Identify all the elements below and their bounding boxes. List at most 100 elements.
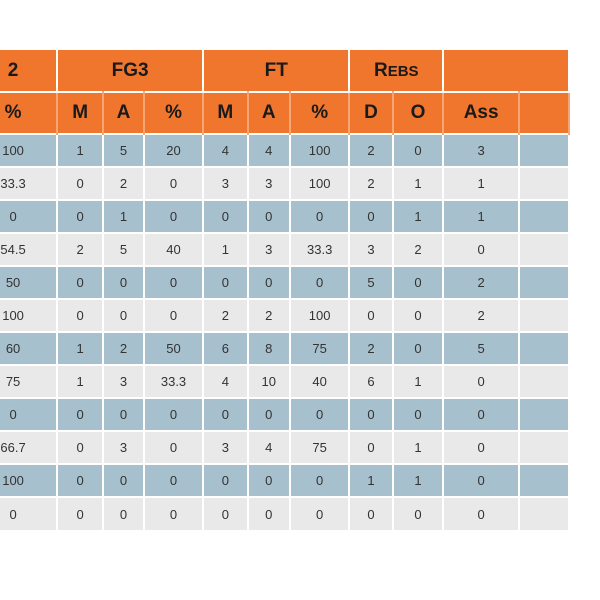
table-cell: 100 <box>290 167 351 200</box>
table-cell <box>519 497 570 530</box>
table-cell: 1 <box>57 134 105 167</box>
rebs-rest: EBS <box>387 62 419 80</box>
table-cell: 5 <box>443 332 521 365</box>
table-cell: 2 <box>349 167 394 200</box>
table-cell: 60 <box>0 332 59 365</box>
table-cell: 33.3 <box>143 365 205 398</box>
table-row: 50 0 0 0 0 0 0 5 0 2 <box>0 266 570 299</box>
table-cell: 100 <box>290 299 351 332</box>
table-cell: 0 <box>143 464 205 497</box>
column-header: A <box>103 92 145 134</box>
table-row: 100 1 5 20 4 4 100 2 0 3 <box>0 134 570 167</box>
table-cell: 0 <box>143 299 205 332</box>
table-cell: 0 <box>392 497 445 530</box>
table-cell: 3 <box>103 365 145 398</box>
table-cell: 0 <box>290 464 351 497</box>
table-cell: 75 <box>290 431 351 464</box>
table-row: 100 0 0 0 2 2 100 0 0 2 <box>0 299 570 332</box>
table-cell: 3 <box>247 167 292 200</box>
table-cell: 0 <box>0 398 59 431</box>
table-cell: 0 <box>349 431 394 464</box>
column-header: % <box>143 92 205 134</box>
table-cell: 2 <box>103 167 145 200</box>
table-cell: 1 <box>57 332 105 365</box>
table-cell <box>519 398 570 431</box>
table-cell: 0 <box>203 464 249 497</box>
group-header-misc <box>443 50 570 92</box>
table-cell <box>519 332 570 365</box>
table-cell: 33.3 <box>290 233 351 266</box>
table-cell: 0 <box>143 200 205 233</box>
table-cell: 0 <box>443 497 521 530</box>
table-cell <box>519 365 570 398</box>
table-cell: 0 <box>247 497 292 530</box>
table-cell: 0 <box>57 497 105 530</box>
table-cell: 0 <box>349 497 394 530</box>
column-header <box>519 92 570 134</box>
column-header: % <box>0 92 59 134</box>
table-cell: 0 <box>57 398 105 431</box>
table-cell: 54.5 <box>0 233 59 266</box>
group-header-row: 2 FG3 FT REBS <box>0 50 570 92</box>
table-cell: 3 <box>203 167 249 200</box>
table-cell: 0 <box>392 398 445 431</box>
table-cell: 2 <box>247 299 292 332</box>
table-cell: 0 <box>57 299 105 332</box>
column-header: M <box>57 92 105 134</box>
table-cell: 40 <box>143 233 205 266</box>
table-cell: 0 <box>247 398 292 431</box>
table-cell: 0 <box>103 398 145 431</box>
table-cell: 4 <box>247 431 292 464</box>
table-cell: 5 <box>103 134 145 167</box>
table-cell: 1 <box>203 233 249 266</box>
table-cell: 0 <box>57 200 105 233</box>
table-cell: 0 <box>349 299 394 332</box>
table-cell: 33.3 <box>0 167 59 200</box>
table-cell <box>519 134 570 167</box>
table-cell: 0 <box>0 497 59 530</box>
table-cell: 0 <box>203 398 249 431</box>
table-cell: 0 <box>443 398 521 431</box>
group-header-ft: FT <box>203 50 351 92</box>
table-cell: 1 <box>392 365 445 398</box>
table-cell: 20 <box>143 134 205 167</box>
table-cell <box>519 167 570 200</box>
table-cell: 0 <box>443 365 521 398</box>
column-header: % <box>290 92 351 134</box>
table-cell: 6 <box>203 332 249 365</box>
table-cell: 0 <box>203 497 249 530</box>
table-cell: 0 <box>443 464 521 497</box>
table-cell: 2 <box>57 233 105 266</box>
column-header: Ass <box>443 92 521 134</box>
table-row: 54.5 2 5 40 1 3 33.3 3 2 0 <box>0 233 570 266</box>
table-cell: 2 <box>203 299 249 332</box>
table-cell: 0 <box>203 266 249 299</box>
table-cell: 0 <box>103 464 145 497</box>
table-cell: 100 <box>0 299 59 332</box>
table-cell: 0 <box>203 200 249 233</box>
column-header: O <box>392 92 445 134</box>
table-cell: 0 <box>392 266 445 299</box>
table-cell: 0 <box>349 398 394 431</box>
box-score-table: 2 FG3 FT REBS % M A% M A% D O Ass 100 1 5 20 4 4 100 2… <box>0 50 570 530</box>
table-cell: 0 <box>247 464 292 497</box>
table-cell: 2 <box>349 332 394 365</box>
table-cell: 3 <box>247 233 292 266</box>
table-cell <box>519 464 570 497</box>
table-cell: 1 <box>349 464 394 497</box>
table-cell: 4 <box>247 134 292 167</box>
rebs-initial: R <box>373 59 388 81</box>
table-cell: 2 <box>443 299 521 332</box>
table-cell: 6 <box>349 365 394 398</box>
table-cell: 0 <box>143 266 205 299</box>
table-cell: 3 <box>203 431 249 464</box>
table-cell: 0 <box>57 266 105 299</box>
sub-header-row: % M A% M A% D O Ass <box>0 92 570 134</box>
table-cell: 0 <box>143 431 205 464</box>
table-cell: 1 <box>443 167 521 200</box>
table-cell: 100 <box>0 134 59 167</box>
table-cell: 2 <box>443 266 521 299</box>
